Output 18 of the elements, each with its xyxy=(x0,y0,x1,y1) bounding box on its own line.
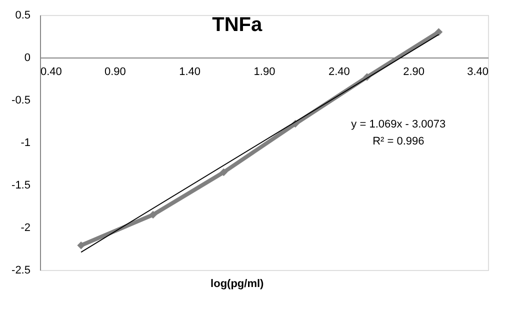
x-tick-label: 1.40 xyxy=(179,66,201,78)
x-axis-title: log(pg/ml) xyxy=(210,278,264,290)
y-tick-label: 0.5 xyxy=(15,10,30,22)
annotation: R² = 0.996 xyxy=(372,136,424,148)
y-tick-label: -2.5 xyxy=(12,264,30,276)
y-tick-label: -1.5 xyxy=(12,180,30,192)
x-tick-label: 2.90 xyxy=(403,66,425,78)
x-tick-label: 1.90 xyxy=(254,66,276,78)
x-tick-label: 0.90 xyxy=(104,66,126,78)
y-tick-label: -2 xyxy=(20,222,30,234)
x-tick-label: 3.40 xyxy=(467,66,488,78)
chart-title: TNFa xyxy=(212,14,263,36)
x-tick-label: 2.40 xyxy=(328,66,350,78)
y-tick-label: -0.5 xyxy=(12,94,30,106)
y-tick-label: 0 xyxy=(24,52,30,64)
y-tick-label: -1 xyxy=(20,137,30,149)
annotation: y = 1.069x - 3.0073 xyxy=(351,118,446,131)
x-tick-label: 0.40 xyxy=(40,66,62,78)
